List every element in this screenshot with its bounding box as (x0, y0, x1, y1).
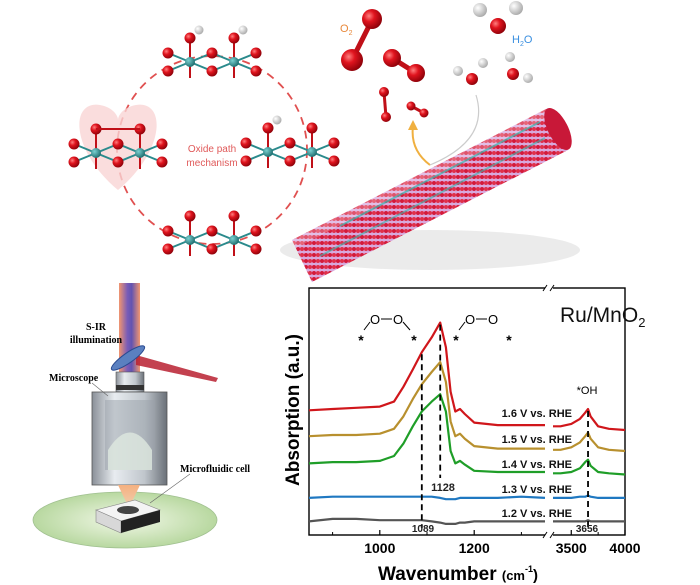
series-line-3-segment-1 (553, 494, 625, 499)
microfluidic-cell (95, 499, 161, 534)
svg-text:*: * (411, 332, 417, 348)
peak-label-1089: 1089 (412, 524, 435, 535)
adsorption-arrow (429, 94, 480, 166)
o-o-structure-1: * O O * (358, 312, 417, 348)
ruo2-molecule-units (68, 25, 340, 256)
water-molecules-icon (453, 1, 533, 85)
series-label: 1.3 V vs. RHE (502, 484, 572, 496)
series-label: 1.5 V vs. RHE (502, 434, 572, 446)
mechanism-label-line1: Oxide path (188, 144, 236, 155)
oxide-path-mechanism-diagram: Oxide path mechanism (68, 25, 340, 256)
svg-text:*: * (358, 332, 364, 348)
axis-break-marks (542, 284, 555, 539)
focused-beam-cone (118, 485, 140, 508)
nanorod (280, 108, 580, 282)
series-line-0-segment-0 (308, 321, 545, 427)
series-labels: 1.6 V vs. RHE 1.5 V vs. RHE 1.4 V vs. RH… (502, 408, 572, 520)
o-o-structure-2: * O O * (453, 312, 512, 348)
series-line-4-segment-0 (308, 517, 545, 526)
x-tick-label-3500: 3500 (556, 540, 587, 556)
molecule-unit-left (68, 123, 168, 169)
series-line-1-segment-1 (553, 431, 626, 453)
o2-molecule-icon (341, 9, 429, 122)
x-tick-label-4000: 4000 (609, 540, 640, 556)
plot-frame (308, 287, 626, 536)
oh-label: *OH (577, 385, 598, 397)
svg-text:O: O (393, 312, 403, 327)
beam-splitter-mirror (110, 345, 146, 371)
series-label: 1.4 V vs. RHE (502, 459, 572, 471)
mechanism-label-line2: mechanism (186, 158, 237, 169)
x-tick-label-1200: 1200 (459, 540, 490, 556)
gas-molecules: O2 H2O (340, 1, 533, 166)
x-axis-label: Wavenumber (cm-1) (378, 564, 538, 585)
series-line-2-segment-1 (553, 458, 626, 476)
microfluidic-cell-label: Microfluidic cell (180, 464, 250, 475)
svg-text:O: O (488, 312, 498, 327)
series-label: 1.2 V vs. RHE (502, 508, 572, 520)
molecule-unit-bottom (162, 210, 262, 256)
axis-break-gap (545, 284, 553, 539)
molecule-unit-top (162, 25, 262, 78)
series-line-3-segment-0 (308, 495, 546, 501)
svg-text:O: O (370, 312, 380, 327)
illumination-label-line1: S-IR (86, 322, 107, 333)
peak-markers (420, 324, 589, 528)
o2-label: O2 (340, 23, 353, 37)
series-line-2-segment-0 (308, 393, 545, 474)
svg-text:*: * (506, 332, 512, 348)
microscope-label: Microscope (49, 373, 99, 384)
series-line-1-segment-0 (308, 361, 545, 450)
y-axis-label: Absorption (a.u.) (283, 334, 304, 486)
x-ticks: 1000 1200 3500 4000 (332, 530, 641, 556)
x-tick-label-1000: 1000 (364, 540, 395, 556)
reflected-ir-beam (136, 355, 218, 382)
sir-spectra-chart: 1000 1200 3500 4000 Ru/MnO2 * O O * * O O *… (283, 284, 645, 585)
series-layer (308, 321, 626, 526)
illumination-label-line2: illumination (70, 335, 123, 346)
peak-label-1128: 1128 (431, 482, 455, 494)
h2o-label: H2O (512, 34, 533, 48)
sir-microscope-setup-diagram: S-IR illumination Microscope Microfluidi… (32, 283, 250, 549)
chart-title: Ru/MnO2 (560, 304, 645, 330)
series-label: 1.6 V vs. RHE (502, 408, 572, 420)
series-line-0-segment-1 (553, 407, 626, 432)
svg-text:*: * (453, 332, 459, 348)
svg-text:O: O (465, 312, 475, 327)
peak-label-3656: 3656 (576, 524, 599, 535)
molecule-unit-right (240, 115, 340, 168)
evolution-arrow-icon (411, 125, 431, 166)
series-line-4-segment-1 (553, 519, 625, 523)
